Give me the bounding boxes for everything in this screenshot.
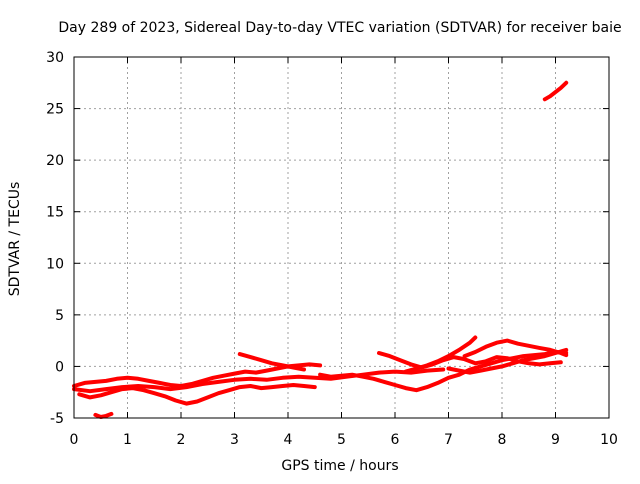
series-line-6 — [318, 350, 569, 393]
series-line-5 — [237, 352, 306, 372]
series-line-8 — [403, 335, 478, 374]
x-tick-label: 6 — [391, 432, 400, 448]
plot-frame — [73, 56, 610, 419]
x-tick-label: 2 — [177, 432, 186, 448]
y-axis-label: SDTVAR / TECUs — [7, 182, 23, 297]
x-tick-label: 4 — [284, 432, 293, 448]
x-axis-label: GPS time / hours — [281, 458, 398, 474]
series-line-3 — [93, 411, 114, 419]
x-tick-label: 10 — [600, 432, 618, 448]
plot-area — [72, 80, 569, 419]
series-line-4 — [72, 367, 446, 394]
x-tick-label: 8 — [498, 432, 507, 448]
x-tick-label: 9 — [551, 432, 560, 448]
y-tick-label: 0 — [55, 359, 64, 375]
y-tick-label: 5 — [55, 308, 64, 324]
series-line-7 — [377, 351, 563, 370]
x-tick-label: 1 — [123, 432, 132, 448]
tick-labels: 0 1 2 3 4 5 6 7 8 9 10 -5 0 5 10 15 20 25 30 — [46, 50, 618, 448]
x-tick-label: 5 — [337, 432, 346, 448]
y-tick-label: 15 — [46, 205, 64, 221]
x-tick-label: 7 — [444, 432, 453, 448]
series-line-2 — [77, 383, 317, 406]
series-line-1 — [72, 362, 323, 388]
chart-title: Day 289 of 2023, Sidereal Day-to-day VTE… — [58, 20, 621, 36]
series-line-9 — [462, 338, 569, 359]
x-tick-label: 3 — [230, 432, 239, 448]
series-line-11 — [542, 80, 569, 102]
y-tick-label: 30 — [46, 50, 64, 66]
y-tick-label: 20 — [46, 153, 64, 169]
grid — [74, 57, 609, 418]
x-tick-label: 0 — [70, 432, 79, 448]
y-tick-label: -5 — [50, 411, 64, 427]
y-tick-label: 25 — [46, 102, 64, 118]
series-line-10 — [446, 347, 569, 375]
y-tick-label: 10 — [46, 256, 64, 272]
